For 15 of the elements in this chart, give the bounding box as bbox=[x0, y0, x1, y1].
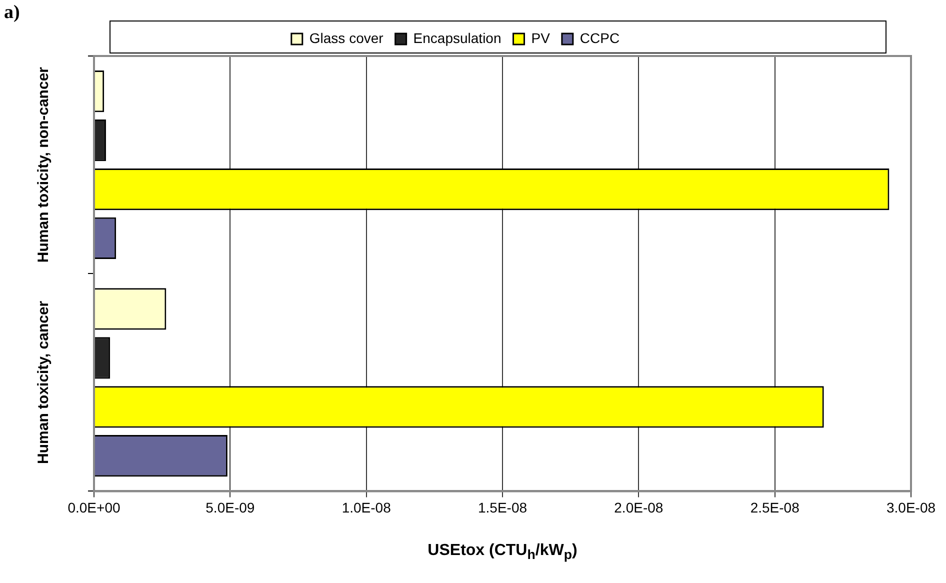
legend-label: CCPC bbox=[580, 30, 620, 46]
x-tick-label: 2.0E-08 bbox=[614, 499, 664, 516]
y-tick-label: Human toxicity, non-cancer bbox=[35, 66, 52, 263]
x-tick-label: 0.0E+00 bbox=[68, 499, 120, 516]
x-tick-label: 5.0E-09 bbox=[206, 499, 255, 516]
x-axis-title: USEtox (CTU$_{h}$/kW$_{p}$) bbox=[426, 542, 578, 562]
text: a) bbox=[4, 2, 20, 24]
y-tick-label: Human toxicity, cancer bbox=[35, 300, 52, 464]
x-tick-label: 1.0E-08 bbox=[342, 499, 392, 516]
legend-label: PV bbox=[531, 30, 551, 46]
x-tick-label: 3.0E-08 bbox=[886, 499, 936, 516]
legend-label: Glass cover bbox=[309, 30, 384, 46]
x-tick-label: 2.5E-08 bbox=[750, 499, 800, 516]
x-tick-label: 1.5E-08 bbox=[478, 499, 528, 516]
legend-label: Encapsulation bbox=[413, 30, 502, 46]
